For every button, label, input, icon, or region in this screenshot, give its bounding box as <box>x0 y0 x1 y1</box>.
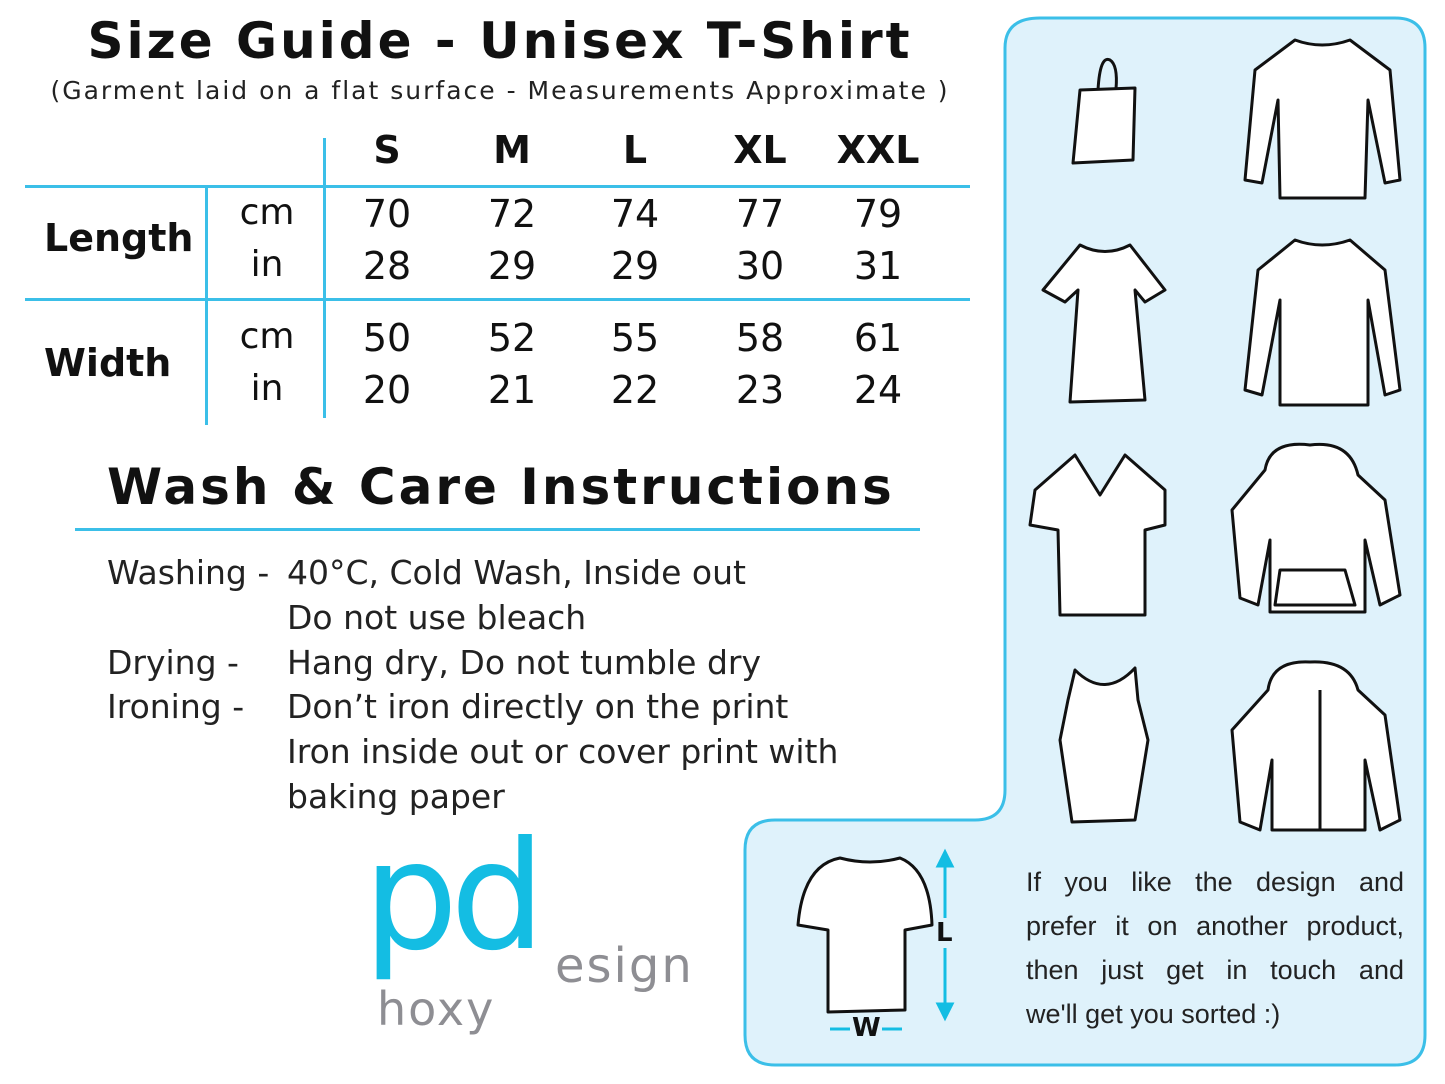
size-header-m: M <box>493 128 531 172</box>
long-sleeve-shirt-icon <box>1243 38 1402 200</box>
unit-label: cm <box>239 192 295 233</box>
care-text: baking paper <box>287 777 505 816</box>
table-cell: 72 <box>487 192 537 236</box>
womens-tshirt-icon <box>1041 243 1167 404</box>
table-cell: 22 <box>610 368 660 412</box>
note-line: then just get in touch and <box>1026 955 1404 985</box>
page-subtitle: (Garment laid on a flat surface - Measur… <box>50 76 950 105</box>
table-cell: 52 <box>487 316 537 360</box>
table-cell: 20 <box>362 368 412 412</box>
table-cell: 77 <box>735 192 785 236</box>
hoodie-icon <box>1230 442 1402 614</box>
sweatshirt-icon <box>1243 238 1402 407</box>
logo-word-esign: esign <box>555 938 694 994</box>
care-text: Don’t iron directly on the print <box>287 687 789 727</box>
note-line: If you like the design and <box>1026 867 1404 897</box>
length-label: L <box>936 918 953 948</box>
table-cell: 61 <box>853 316 903 360</box>
tote-bag-icon <box>1071 57 1137 165</box>
care-text: 40°C, Cold Wash, Inside out <box>287 553 746 592</box>
size-header-l: L <box>622 128 648 172</box>
care-label: Drying - <box>107 642 239 682</box>
logo-word-hoxy: hoxy <box>377 982 496 1036</box>
care-title: Wash & Care Instructions <box>107 458 895 516</box>
table-cell: 58 <box>735 316 785 360</box>
care-text: Do not use bleach <box>287 597 587 637</box>
table-divider <box>25 298 970 301</box>
table-cell: 24 <box>853 368 903 412</box>
unit-label: in <box>250 244 284 285</box>
tank-top-icon <box>1058 666 1150 824</box>
table-cell: 31 <box>853 244 903 288</box>
table-cell: 50 <box>362 316 412 360</box>
care-text: Hang dry, Do not tumble dry <box>287 642 761 682</box>
table-cell: 74 <box>610 192 660 236</box>
unit-label: in <box>250 368 284 409</box>
zip-hoodie-icon <box>1230 660 1402 832</box>
size-header-xxl: XXL <box>836 128 920 172</box>
tshirt-measure-icon <box>796 856 934 1014</box>
logo-letters: pd <box>363 810 545 984</box>
table-cell: 21 <box>487 368 537 412</box>
page-title: Size Guide - Unisex T-Shirt <box>87 12 913 70</box>
row-label-width: Width <box>44 341 172 385</box>
vneck-tshirt-icon <box>1028 453 1167 617</box>
care-label: Ironing - <box>107 687 245 727</box>
table-cell: 28 <box>362 244 412 288</box>
table-divider <box>323 138 326 418</box>
table-cell: 55 <box>610 316 660 360</box>
table-cell: 30 <box>735 244 785 288</box>
table-divider <box>205 185 208 425</box>
unit-label: cm <box>239 316 295 357</box>
size-header-xl: XL <box>733 128 787 172</box>
note-line: prefer it on another product, <box>1026 911 1404 941</box>
table-divider <box>25 185 970 188</box>
logo: pd esign hoxy <box>355 822 692 1050</box>
width-label: W <box>852 1013 881 1043</box>
table-cell: 29 <box>487 244 537 288</box>
care-text: Iron inside out or cover print with <box>287 732 839 772</box>
table-cell: 79 <box>853 192 903 236</box>
row-label-length: Length <box>44 216 194 260</box>
table-cell: 23 <box>735 368 785 412</box>
care-label: Washing - <box>107 553 270 592</box>
table-cell: 70 <box>362 192 412 236</box>
care-divider <box>75 528 920 531</box>
note-line: we'll get you sorted :) <box>1026 999 1281 1029</box>
size-header-s: S <box>373 128 401 172</box>
table-cell: 29 <box>610 244 660 288</box>
